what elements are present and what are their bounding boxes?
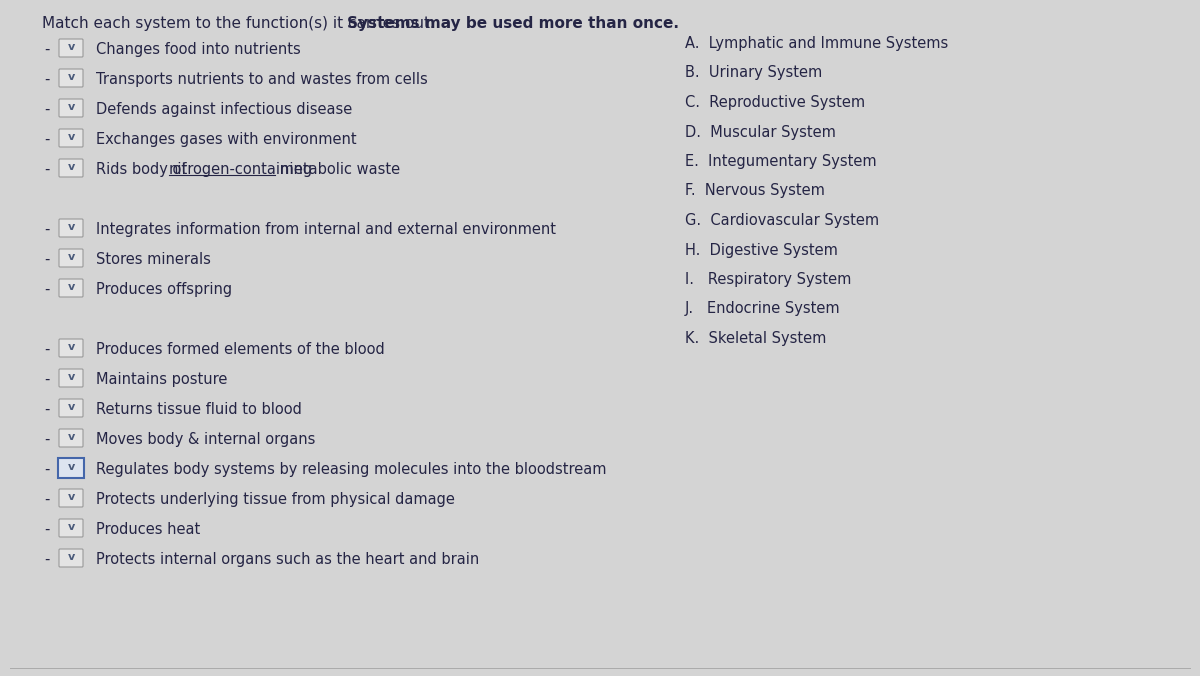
- FancyBboxPatch shape: [59, 399, 83, 417]
- Text: -: -: [44, 282, 49, 297]
- Text: Produces formed elements of the blood: Produces formed elements of the blood: [96, 342, 385, 357]
- Text: Transports nutrients to and wastes from cells: Transports nutrients to and wastes from …: [96, 72, 427, 87]
- Text: B.  Urinary System: B. Urinary System: [685, 66, 822, 80]
- FancyBboxPatch shape: [59, 489, 83, 507]
- FancyBboxPatch shape: [59, 129, 83, 147]
- Text: I.   Respiratory System: I. Respiratory System: [685, 272, 851, 287]
- FancyBboxPatch shape: [59, 519, 83, 537]
- Text: -: -: [44, 402, 49, 417]
- Text: metabolic waste: metabolic waste: [275, 162, 401, 177]
- Text: -: -: [44, 492, 49, 507]
- Text: -: -: [44, 102, 49, 117]
- FancyBboxPatch shape: [59, 279, 83, 297]
- FancyBboxPatch shape: [59, 429, 83, 447]
- Text: -: -: [44, 522, 49, 537]
- Text: Defends against infectious disease: Defends against infectious disease: [96, 102, 353, 117]
- Text: -: -: [44, 432, 49, 447]
- FancyBboxPatch shape: [59, 39, 83, 57]
- FancyBboxPatch shape: [59, 159, 83, 177]
- Text: v: v: [67, 372, 74, 382]
- Text: Match each system to the function(s) it carries out.: Match each system to the function(s) it …: [42, 16, 439, 31]
- Text: F.  Nervous System: F. Nervous System: [685, 183, 824, 199]
- Text: v: v: [67, 132, 74, 142]
- FancyBboxPatch shape: [58, 458, 84, 478]
- Text: v: v: [67, 552, 74, 562]
- Text: v: v: [67, 72, 74, 82]
- Text: v: v: [67, 342, 74, 352]
- Text: Regulates body systems by releasing molecules into the bloodstream: Regulates body systems by releasing mole…: [96, 462, 606, 477]
- FancyBboxPatch shape: [59, 69, 83, 87]
- Text: E.  Integumentary System: E. Integumentary System: [685, 154, 877, 169]
- Text: -: -: [44, 552, 49, 567]
- Text: -: -: [44, 222, 49, 237]
- FancyBboxPatch shape: [59, 99, 83, 117]
- Text: v: v: [67, 102, 74, 112]
- Text: Exchanges gases with environment: Exchanges gases with environment: [96, 132, 356, 147]
- Text: Produces offspring: Produces offspring: [96, 282, 232, 297]
- Text: v: v: [67, 222, 74, 232]
- Text: -: -: [44, 162, 49, 177]
- Text: v: v: [67, 402, 74, 412]
- Text: -: -: [44, 72, 49, 87]
- Text: Returns tissue fluid to blood: Returns tissue fluid to blood: [96, 402, 302, 417]
- FancyBboxPatch shape: [59, 369, 83, 387]
- Text: v: v: [67, 432, 74, 442]
- Text: Protects internal organs such as the heart and brain: Protects internal organs such as the hea…: [96, 552, 479, 567]
- FancyBboxPatch shape: [59, 549, 83, 567]
- Text: -: -: [44, 42, 49, 57]
- Text: v: v: [67, 162, 74, 172]
- Text: -: -: [44, 132, 49, 147]
- FancyBboxPatch shape: [59, 219, 83, 237]
- Text: J.   Endocrine System: J. Endocrine System: [685, 301, 841, 316]
- Text: v: v: [67, 522, 74, 532]
- Text: Systems may be used more than once.: Systems may be used more than once.: [347, 16, 679, 31]
- Text: -: -: [44, 372, 49, 387]
- Text: C.  Reproductive System: C. Reproductive System: [685, 95, 865, 110]
- Text: Moves body & internal organs: Moves body & internal organs: [96, 432, 316, 447]
- Text: Rids body of: Rids body of: [96, 162, 191, 177]
- Text: v: v: [67, 252, 74, 262]
- Text: v: v: [67, 42, 74, 52]
- Text: -: -: [44, 462, 49, 477]
- Text: Produces heat: Produces heat: [96, 522, 200, 537]
- FancyBboxPatch shape: [59, 249, 83, 267]
- FancyBboxPatch shape: [59, 339, 83, 357]
- Text: A.  Lymphatic and Immune Systems: A. Lymphatic and Immune Systems: [685, 36, 948, 51]
- Text: v: v: [67, 492, 74, 502]
- Text: -: -: [44, 252, 49, 267]
- Text: K.  Skeletal System: K. Skeletal System: [685, 331, 827, 346]
- Text: G.  Cardiovascular System: G. Cardiovascular System: [685, 213, 880, 228]
- Text: Protects underlying tissue from physical damage: Protects underlying tissue from physical…: [96, 492, 455, 507]
- Text: Stores minerals: Stores minerals: [96, 252, 211, 267]
- Text: D.  Muscular System: D. Muscular System: [685, 124, 836, 139]
- Text: nitrogen-containing: nitrogen-containing: [169, 162, 313, 177]
- Text: v: v: [67, 282, 74, 292]
- Text: v: v: [67, 462, 74, 472]
- Text: Changes food into nutrients: Changes food into nutrients: [96, 42, 301, 57]
- Text: Maintains posture: Maintains posture: [96, 372, 227, 387]
- Text: H.  Digestive System: H. Digestive System: [685, 243, 838, 258]
- Text: Integrates information from internal and external environment: Integrates information from internal and…: [96, 222, 556, 237]
- Text: -: -: [44, 342, 49, 357]
